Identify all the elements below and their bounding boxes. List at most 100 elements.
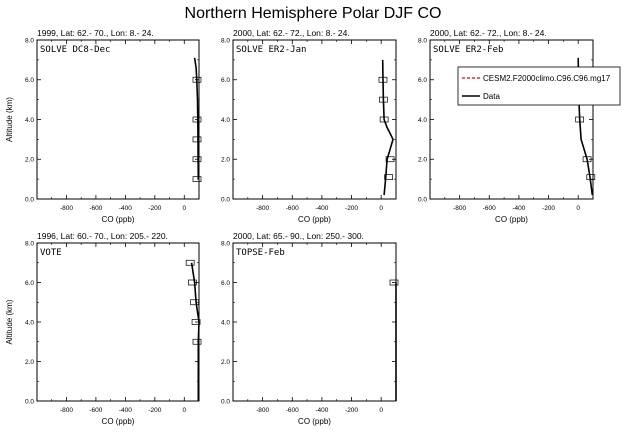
panel-title: 2000, Lat: 62.- 72., Lon: 8.- 24. xyxy=(233,28,350,38)
data-marker xyxy=(192,176,202,182)
data-marker xyxy=(575,116,585,123)
panel-inner-label: TOPSE-Feb xyxy=(236,248,285,258)
y-tick-label: 4.0 xyxy=(221,319,230,326)
x-tick-label: -800 xyxy=(453,205,466,212)
data-marker xyxy=(378,76,388,83)
y-tick-label: 0.0 xyxy=(25,398,34,405)
y-axis-label: Altitude (km) xyxy=(5,97,14,142)
data-marker xyxy=(192,76,202,83)
y-tick-label: 6.0 xyxy=(221,77,230,84)
panel-title: 1999, Lat: 62.- 70., Lon: 8.- 24. xyxy=(37,28,154,38)
legend-box xyxy=(457,66,621,106)
data-marker xyxy=(586,174,596,180)
y-tick-label: 8.0 xyxy=(221,240,230,247)
data-series-line xyxy=(193,57,200,180)
panel-3: 2000, Lat: 62.- 72., Lon: 8.- 24. SOLVE E… xyxy=(418,28,596,224)
panel-inner-label: VOTE xyxy=(40,248,62,258)
y-tick-label: 4.0 xyxy=(25,319,34,326)
y-tick-label: 2.0 xyxy=(25,359,34,366)
plot-frame xyxy=(232,242,397,402)
panels: 1999, Lat: 62.- 70., Lon: 8.- 24. SOLVE D… xyxy=(5,28,596,426)
panel-1: 1999, Lat: 62.- 70., Lon: 8.- 24. SOLVE D… xyxy=(5,28,202,224)
y-tick-label: 8.0 xyxy=(25,240,34,247)
x-axis-label: CO (ppb) xyxy=(102,215,135,224)
x-axis-label: CO (ppb) xyxy=(495,215,528,224)
plot-frame xyxy=(36,39,200,200)
data-marker xyxy=(185,259,195,266)
x-tick-label: -200 xyxy=(345,205,358,212)
x-axis-label: CO (ppb) xyxy=(298,417,331,426)
data-marker xyxy=(582,156,592,163)
x-tick-label: -800 xyxy=(60,407,73,414)
y-tick-label: 2.0 xyxy=(221,157,230,164)
y-tick-label: 2.0 xyxy=(418,157,427,164)
x-tick-label: 0 xyxy=(576,205,580,212)
panel-title: 2000, Lat: 65.- 90., Lon: 250.- 300. xyxy=(233,231,364,241)
x-tick-label: -400 xyxy=(315,407,328,414)
y-tick-label: 0.0 xyxy=(221,398,230,405)
x-tick-label: -400 xyxy=(119,407,132,414)
data-marker xyxy=(188,279,197,286)
data-marker xyxy=(389,279,399,286)
x-tick-label: -600 xyxy=(89,205,102,212)
data-marker xyxy=(385,156,395,163)
data-series-line xyxy=(381,59,394,196)
data-marker xyxy=(192,156,202,163)
data-marker xyxy=(192,338,202,345)
y-tick-label: 6.0 xyxy=(25,77,34,84)
y-tick-label: 8.0 xyxy=(25,37,34,44)
y-tick-label: 6.0 xyxy=(418,77,427,84)
x-tick-label: -600 xyxy=(89,407,102,414)
data-marker xyxy=(384,174,393,180)
y-tick-label: 0.0 xyxy=(418,196,427,203)
x-tick-label: -600 xyxy=(286,407,299,414)
x-tick-label: -800 xyxy=(256,407,269,414)
plot-frame xyxy=(36,242,200,402)
x-tick-label: 0 xyxy=(379,205,383,212)
data-marker xyxy=(190,299,199,306)
y-tick-label: 8.0 xyxy=(221,37,230,44)
data-marker xyxy=(379,116,389,123)
plot-frame xyxy=(232,39,397,200)
panel-inner-label: SOLVE DC8-Dec xyxy=(40,45,110,55)
panel-5: 2000, Lat: 65.- 90., Lon: 250.- 300. TOPS… xyxy=(221,231,399,426)
legend-model-label: CESM2.F2000climo.C96.C96.mg17 xyxy=(483,74,611,83)
figure-title: Northern Hemisphere Polar DJF CO xyxy=(185,5,442,22)
y-tick-label: 0.0 xyxy=(221,196,230,203)
x-tick-label: -400 xyxy=(119,205,132,212)
plot-frame xyxy=(429,39,594,200)
panel-title: 2000, Lat: 62.- 72., Lon: 8.- 24. xyxy=(430,28,547,38)
x-tick-label: -200 xyxy=(148,407,161,414)
x-axis-label: CO (ppb) xyxy=(102,417,135,426)
x-tick-label: -200 xyxy=(345,407,358,414)
x-tick-label: -600 xyxy=(286,205,299,212)
y-tick-label: 6.0 xyxy=(221,280,230,287)
data-marker xyxy=(192,136,202,143)
x-tick-label: -800 xyxy=(256,205,269,212)
y-tick-label: 4.0 xyxy=(25,117,34,124)
x-tick-label: -200 xyxy=(542,205,555,212)
x-tick-label: -400 xyxy=(315,205,328,212)
panel-2: 2000, Lat: 62.- 72., Lon: 8.- 24. SOLVE E… xyxy=(221,28,397,224)
data-marker xyxy=(191,319,201,325)
panel-inner-label: SOLVE ER2-Jan xyxy=(236,45,306,55)
x-tick-label: 0 xyxy=(182,205,186,212)
y-tick-label: 0.0 xyxy=(25,196,34,203)
data-marker xyxy=(379,96,388,103)
panel-4: 1996, Lat: 60.- 70., Lon: 205.- 220. VOTE… xyxy=(5,231,202,426)
data-marker xyxy=(192,116,202,123)
x-tick-label: 0 xyxy=(182,407,186,414)
panel-inner-label: SOLVE ER2-Feb xyxy=(433,45,503,55)
x-tick-label: -800 xyxy=(60,205,73,212)
y-tick-label: 8.0 xyxy=(418,37,427,44)
x-axis-label: CO (ppb) xyxy=(298,215,331,224)
panel-title: 1996, Lat: 60.- 70., Lon: 205.- 220. xyxy=(37,231,168,241)
y-tick-label: 4.0 xyxy=(418,117,427,124)
data-series-line xyxy=(190,262,200,401)
legend-data-label: Data xyxy=(483,92,500,101)
x-tick-label: -400 xyxy=(512,205,525,212)
x-tick-label: 0 xyxy=(379,407,383,414)
y-tick-label: 6.0 xyxy=(25,280,34,287)
y-tick-label: 4.0 xyxy=(221,117,230,124)
